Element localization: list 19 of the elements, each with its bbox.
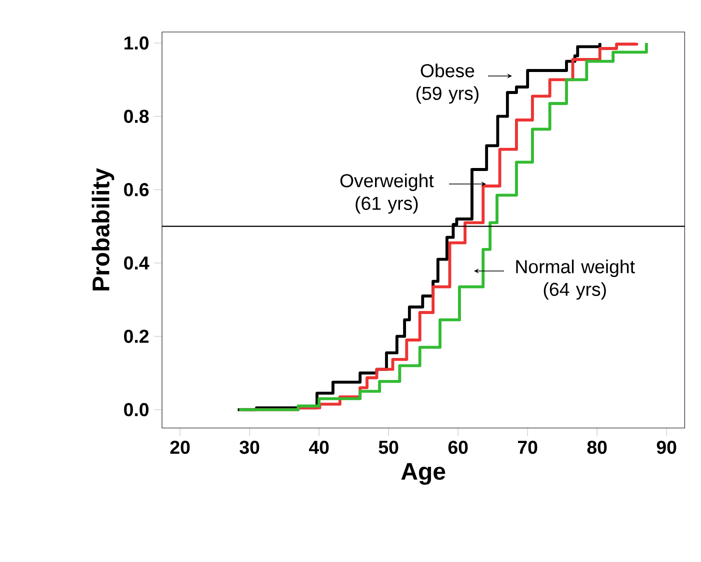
y-tick-label: 0.8: [124, 110, 149, 123]
x-tick-label: 60: [448, 440, 468, 454]
x-tick-label: 20: [170, 440, 190, 454]
x-tick-label: 40: [308, 440, 329, 454]
y-tick-label: 1.0: [124, 36, 149, 50]
x-axis-title: Age: [401, 463, 446, 485]
annotation: Obese (59 yrs): [416, 64, 478, 104]
y-axis-title: Probability: [92, 168, 114, 290]
x-tick-label: 50: [378, 440, 398, 454]
x-tick-label: 90: [656, 440, 676, 454]
y-tick-label: 0.2: [124, 330, 149, 343]
x-tick-label: 30: [240, 440, 260, 454]
y-tick-label: 0.6: [124, 183, 149, 196]
y-tick-label: 0.4: [124, 256, 150, 270]
x-tick-label: 70: [518, 440, 538, 454]
annotation: Normal weight (64 yrs): [516, 260, 635, 300]
annotation: Overweight (61 yrs): [340, 174, 434, 214]
y-tick-label: 0.0: [124, 403, 149, 416]
x-tick-label: 80: [587, 440, 607, 454]
